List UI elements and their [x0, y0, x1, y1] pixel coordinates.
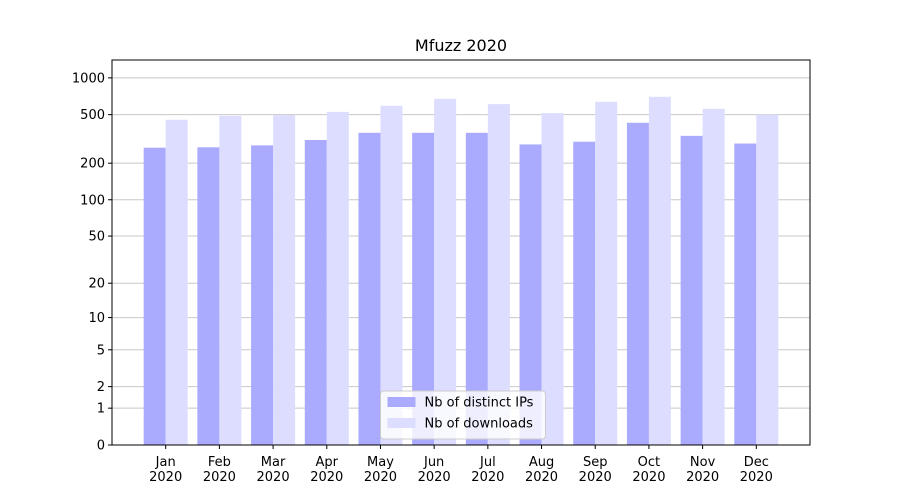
y-tick-label: 100 [80, 193, 105, 208]
y-tick-label: 50 [88, 230, 105, 245]
bar [219, 115, 242, 445]
bar [626, 122, 649, 445]
y-tick-label: 1 [97, 402, 105, 417]
legend-swatch [387, 418, 416, 428]
bar [680, 135, 703, 445]
legend-label: Nb of downloads [425, 417, 534, 432]
legend-swatch [387, 397, 416, 407]
y-tick-label: 10 [88, 311, 105, 326]
plot-frame [111, 59, 811, 446]
x-tick-label: Oct 2020 [632, 455, 665, 485]
x-tick-label: Nov 2020 [686, 455, 719, 485]
bar [702, 108, 725, 445]
bar [412, 132, 435, 445]
legend: Nb of distinct IPs Nb of downloads [380, 390, 546, 440]
x-tick-label: Jan 2020 [149, 455, 182, 485]
x-tick-label: Aug 2020 [525, 455, 558, 485]
y-tick-label: 1000 [72, 71, 105, 86]
bar [380, 105, 403, 446]
bar [304, 139, 327, 446]
bar [487, 104, 510, 445]
bar [541, 113, 564, 445]
x-tick-label: Mar 2020 [257, 455, 290, 485]
bar [756, 114, 779, 445]
bar [326, 111, 349, 445]
y-tick-label: 5 [97, 343, 105, 358]
x-tick-label: May 2020 [364, 455, 397, 485]
x-tick-label: Feb 2020 [203, 455, 236, 485]
y-tick-label: 500 [80, 108, 105, 123]
y-tick-label: 0 [97, 439, 105, 454]
bar [595, 101, 618, 446]
bar [734, 143, 757, 446]
legend-label: Nb of distinct IPs [425, 396, 534, 411]
bar [251, 145, 274, 445]
y-tick-label: 200 [80, 157, 105, 172]
x-tick-label: Dec 2020 [740, 455, 773, 485]
bar [434, 98, 457, 445]
chart-title: Mfuzz 2020 [415, 36, 507, 55]
bar [143, 147, 166, 445]
bar [358, 132, 381, 445]
y-tick-label: 20 [88, 277, 105, 292]
x-tick-label: Jun 2020 [418, 455, 451, 485]
bar [273, 115, 296, 445]
bar [519, 144, 542, 445]
x-tick-label: Apr 2020 [310, 455, 343, 485]
bar [165, 119, 188, 445]
bar [197, 147, 220, 445]
x-tick-label: Jul 2020 [471, 455, 504, 485]
bar [648, 96, 671, 445]
bar [465, 132, 488, 445]
x-tick-label: Sep 2020 [579, 455, 612, 485]
bar [573, 141, 596, 445]
y-tick-label: 2 [97, 380, 105, 395]
legend-box [380, 390, 546, 440]
